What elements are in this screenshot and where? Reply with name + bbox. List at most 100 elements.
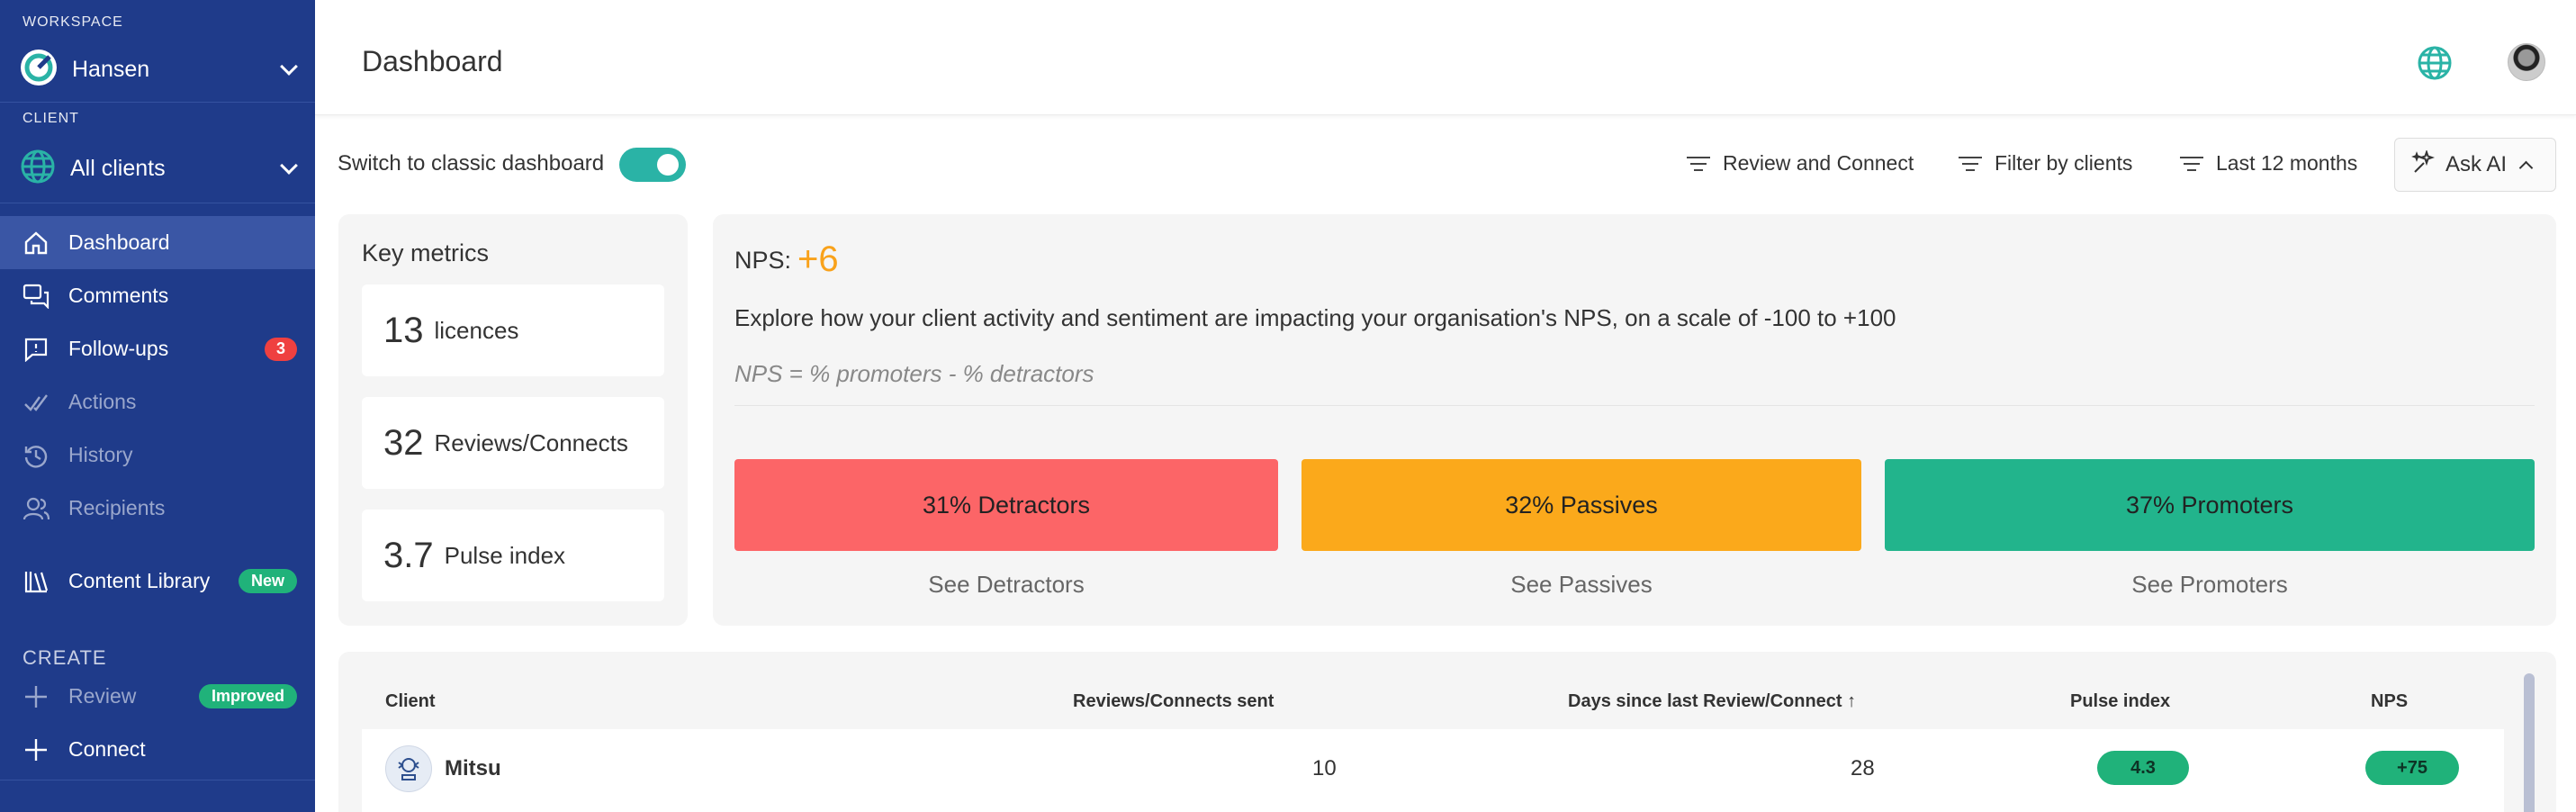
classic-dashboard-toggle-label: Switch to classic dashboard [338, 151, 605, 176]
column-header-sent[interactable]: Reviews/Connects sent [1073, 691, 1274, 711]
filter-icon [2180, 155, 2203, 173]
toggle-knob [657, 154, 679, 176]
nav-item-label: Recipients [68, 496, 166, 519]
nav-item-label: Follow-ups [68, 337, 169, 360]
column-header-pulse-index[interactable]: Pulse index [2070, 691, 2171, 711]
workspace-logo-icon [20, 49, 58, 91]
nps-value: +6 [797, 239, 839, 279]
nav-item-label: Actions [68, 390, 137, 413]
home-icon [22, 229, 50, 257]
history-icon [22, 441, 50, 470]
nav-item-label: Content Library [68, 569, 211, 592]
plus-icon [22, 682, 50, 711]
client-selector[interactable]: All clients [0, 135, 315, 203]
see-detractors-link[interactable]: See Detractors [928, 571, 1085, 598]
nav-item-recipients[interactable]: Recipients [0, 482, 315, 535]
filter-label: Review and Connect [1723, 151, 1914, 175]
comments-icon [22, 282, 50, 311]
sent-cell: 10 [1312, 756, 1337, 780]
users-icon [22, 494, 50, 523]
nav-item-history[interactable]: History [0, 429, 315, 482]
workspace-section-label: WORKSPACE [23, 14, 123, 30]
see-promoters-link[interactable]: See Promoters [2131, 571, 2288, 598]
detractors-bar[interactable]: 31% Detractors [734, 459, 1278, 551]
metric-label: Pulse index [444, 541, 566, 569]
client-name: All clients [70, 156, 166, 181]
chevron-down-icon [280, 57, 298, 76]
check-icon [22, 388, 50, 417]
column-header-days-since[interactable]: Days since last Review/Connect ↑ [1568, 691, 1857, 711]
nps-divider [734, 405, 2535, 406]
metric-value: 32 [383, 422, 424, 463]
sparkle-icon [2411, 149, 2436, 180]
key-metrics-title: Key metrics [362, 239, 490, 266]
nav-item-actions[interactable]: Actions [0, 375, 315, 429]
metric-reviews-connects: 32 Reviews/Connects [362, 397, 664, 489]
nav-item-content-library[interactable]: Content Library New [0, 555, 315, 608]
new-badge: New [238, 569, 297, 593]
create-review-button[interactable]: Review Improved [0, 670, 315, 723]
metric-label: licences [434, 316, 519, 344]
nps-label: NPS: [734, 247, 792, 274]
nps-description: Explore how your client activity and sen… [734, 304, 1896, 331]
nav-item-label: Comments [68, 284, 169, 307]
column-header-nps[interactable]: NPS [2371, 691, 2409, 711]
client-filter[interactable]: Filter by clients [1959, 151, 2132, 176]
nav-item-follow-ups[interactable]: Follow-ups 3 [0, 322, 315, 375]
key-metrics-panel: Key metrics 13 licences 32 Reviews/Conne… [338, 214, 688, 626]
sidebar: WORKSPACE Hansen CLIENT All clients [0, 0, 315, 812]
ask-ai-button[interactable]: Ask AI [2394, 138, 2556, 192]
metric-value: 13 [383, 310, 424, 350]
nav-item-dashboard[interactable]: Dashboard [0, 216, 315, 269]
create-section-label: CREATE [23, 646, 107, 669]
nps-pill: +75 [2365, 751, 2459, 785]
chevron-up-icon [2518, 160, 2534, 175]
nps-panel: NPS: +6 Explore how your client activity… [713, 214, 2556, 626]
nav-item-label: Dashboard [68, 230, 170, 254]
client-section-label: CLIENT [23, 111, 79, 126]
create-item-label: Review [68, 684, 137, 708]
page-title: Dashboard [362, 45, 503, 77]
workspace-selector[interactable]: Hansen [0, 38, 315, 103]
library-icon [22, 567, 50, 596]
column-header-client[interactable]: Client [385, 691, 436, 711]
see-passives-link[interactable]: See Passives [1510, 571, 1653, 598]
clients-table: Client Reviews/Connects sent Days since … [338, 652, 2556, 812]
top-header: Dashboard [315, 0, 2576, 115]
nps-formula: NPS = % promoters - % detractors [734, 360, 1094, 387]
table-scrollbar[interactable] [2524, 673, 2535, 812]
main-nav: Dashboard Comments Follow-ups 3 Actions [0, 216, 315, 608]
nav-item-comments[interactable]: Comments [0, 269, 315, 322]
follow-up-icon [22, 335, 50, 364]
metric-licences: 13 licences [362, 284, 664, 376]
nav-item-label: History [68, 443, 133, 466]
workspace-name: Hansen [72, 57, 150, 82]
filter-label: Filter by clients [1995, 151, 2133, 175]
table-row[interactable]: Mitsu 10 28 4.3 +75 [362, 729, 2504, 812]
client-logo-icon [385, 745, 432, 792]
filter-icon [1687, 155, 1710, 173]
create-connect-button[interactable]: Connect [0, 723, 315, 776]
pulse-index-pill: 4.3 [2097, 751, 2189, 785]
create-item-label: Connect [68, 737, 146, 761]
date-range-filter[interactable]: Last 12 months [2180, 151, 2357, 176]
improved-badge: Improved [198, 684, 297, 708]
filter-icon [1959, 155, 1982, 173]
ask-ai-label: Ask AI [2445, 152, 2508, 176]
language-globe-icon[interactable] [2417, 45, 2453, 86]
promoters-bar[interactable]: 37% Promoters [1885, 459, 2535, 551]
metric-pulse-index: 3.7 Pulse index [362, 510, 664, 601]
days-since-cell: 28 [1851, 756, 1875, 780]
client-name-cell: Mitsu [445, 756, 501, 780]
follow-ups-count-badge: 3 [265, 337, 297, 361]
metric-label: Reviews/Connects [434, 429, 628, 456]
globe-icon [20, 149, 56, 189]
review-connect-filter[interactable]: Review and Connect [1687, 151, 1914, 176]
filter-label: Last 12 months [2216, 151, 2358, 175]
passives-bar[interactable]: 32% Passives [1302, 459, 1861, 551]
metric-value: 3.7 [383, 535, 434, 575]
chevron-down-icon [280, 156, 298, 175]
user-avatar[interactable] [2508, 43, 2545, 81]
classic-dashboard-toggle[interactable] [619, 148, 686, 182]
plus-icon [22, 735, 50, 764]
